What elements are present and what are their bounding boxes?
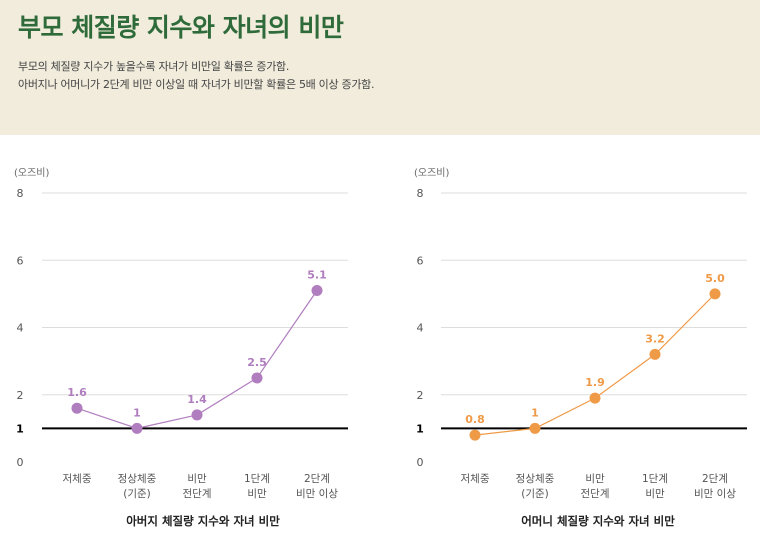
father-ytick-label: 2 <box>17 389 24 402</box>
mother-data-point <box>709 288 721 300</box>
mother-value-label: 1.9 <box>585 376 605 389</box>
father-value-label: 1.6 <box>67 386 87 399</box>
father-category-label: 비만 <box>187 473 207 485</box>
mother-data-point <box>529 422 541 434</box>
mother-category-label: 비만 <box>585 473 605 485</box>
father-category-label: 저체중 <box>63 473 92 485</box>
father-value-label: 1 <box>133 406 141 419</box>
mother-category-label: 정상체중 <box>516 473 555 485</box>
father-category-label: 전단계 <box>183 488 212 500</box>
mother-value-label: 5.0 <box>705 272 725 285</box>
mother-data-point <box>589 392 601 404</box>
mother-category-label: 1단계 <box>642 473 668 485</box>
mother-value-label: 1 <box>531 406 539 419</box>
father-data-point <box>191 409 203 421</box>
mother-ytick-label: 6 <box>417 254 424 267</box>
father-value-label: 2.5 <box>247 356 267 369</box>
mother-ytick-label: 1 <box>416 422 424 435</box>
father-chart-title: 아버지 체질량 지수와 자녀 비만 <box>126 514 280 528</box>
father-data-point <box>251 372 263 384</box>
mother-value-label: 0.8 <box>465 413 485 426</box>
father-category-label: 정상체중 <box>118 473 157 485</box>
father-data-point <box>131 422 143 434</box>
father-category-label: 비만 <box>247 488 267 500</box>
page-title: 부모 체질량 지수와 자녀의 비만 <box>18 13 344 42</box>
father-ytick-label: 6 <box>17 254 24 267</box>
father-data-point <box>71 402 83 414</box>
father-ytick-label: 0 <box>17 456 24 469</box>
mother-category-label: 전단계 <box>581 488 610 500</box>
mother-ytick-label: 0 <box>417 456 424 469</box>
father-category-label: (기준) <box>123 488 151 500</box>
father-value-label: 1.4 <box>187 393 207 406</box>
father-category-label: 2단계 <box>304 473 330 485</box>
mother-ytick-label: 4 <box>417 322 424 335</box>
mother-category-label: 저체중 <box>461 473 490 485</box>
father-ytick-label: 8 <box>17 187 24 200</box>
mother-category-label: 비만 이상 <box>694 488 736 500</box>
father-ylabel: (오즈비) <box>14 167 50 179</box>
mother-ytick-label: 8 <box>417 187 424 200</box>
father-category-label: 1단계 <box>244 473 270 485</box>
mother-chart-title: 어머니 체질량 지수와 자녀 비만 <box>521 514 675 528</box>
mother-series-line <box>474 293 716 436</box>
father-ytick-label: 1 <box>16 422 24 435</box>
mother-value-label: 3.2 <box>645 332 665 345</box>
mother-data-point <box>649 348 661 360</box>
mother-ylabel: (오즈비) <box>414 167 450 179</box>
description-line-1: 부모의 체질량 지수가 높을수록 자녀가 비만일 확률은 증가함. <box>18 60 290 73</box>
mother-category-label: 비만 <box>645 488 665 500</box>
father-data-point <box>311 285 323 297</box>
header-banner: 부모 체질량 지수와 자녀의 비만 부모의 체질량 지수가 높을수록 자녀가 비… <box>0 0 760 135</box>
mother-data-point <box>469 429 481 441</box>
father-ytick-label: 4 <box>17 322 24 335</box>
father-value-label: 5.1 <box>307 269 327 282</box>
description-line-2: 아버지나 어머니가 2단계 비만 이상일 때 자녀가 비만할 확률은 5배 이상… <box>18 78 375 91</box>
mother-category-label: (기준) <box>521 488 549 500</box>
mother-ytick-label: 2 <box>417 389 424 402</box>
father-category-label: 비만 이상 <box>296 488 338 500</box>
mother-category-label: 2단계 <box>702 473 728 485</box>
father-series-line <box>76 290 318 429</box>
